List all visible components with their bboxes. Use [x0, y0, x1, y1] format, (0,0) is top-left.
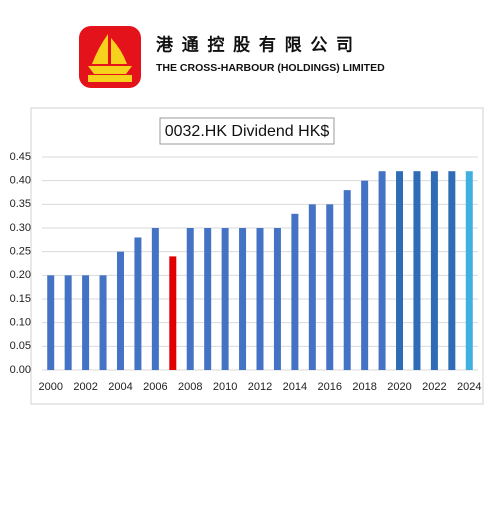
chart-title: 0032.HK Dividend HK$ — [165, 123, 330, 140]
bar — [64, 275, 72, 370]
bar — [326, 204, 334, 370]
y-tick-label: 0.05 — [10, 340, 31, 352]
x-tick-label: 2024 — [457, 381, 481, 393]
y-tick-label: 0.25 — [10, 246, 31, 258]
x-tick-label: 2002 — [73, 381, 97, 393]
bar — [82, 275, 90, 370]
company-name-english: THE CROSS-HARBOUR (HOLDINGS) LIMITED — [156, 62, 385, 74]
bar — [413, 171, 421, 370]
bar — [204, 228, 212, 370]
y-tick-label: 0.20 — [10, 269, 31, 281]
x-tick-label: 2012 — [248, 381, 272, 393]
y-tick-label: 0.10 — [10, 317, 31, 329]
x-tick-label: 2018 — [352, 381, 376, 393]
x-tick-label: 2010 — [213, 381, 237, 393]
y-tick-label: 0.35 — [10, 198, 31, 210]
bar — [186, 228, 194, 370]
title-box — [159, 117, 335, 145]
x-tick-label: 2006 — [143, 381, 167, 393]
plot: 0.00 0.05 0.10 0.15 0.20 0.25 0.30 0.35 0.40 0.45… — [10, 151, 482, 393]
bar — [99, 275, 107, 370]
x-tick-label: 2020 — [387, 381, 411, 393]
bar — [308, 204, 316, 370]
y-tick-label: 0.40 — [10, 175, 31, 187]
x-tick-label: 2016 — [318, 381, 342, 393]
bar — [47, 275, 55, 370]
bar — [116, 251, 124, 370]
x-tick-label: 2014 — [283, 381, 307, 393]
bar — [378, 171, 386, 370]
bar — [151, 228, 159, 370]
bar — [396, 171, 404, 370]
bar — [239, 228, 247, 370]
bar — [134, 237, 142, 370]
bar — [361, 180, 369, 370]
x-tick-label: 2000 — [38, 381, 62, 393]
bar — [169, 256, 177, 370]
y-tick-label: 0.30 — [10, 222, 31, 234]
x-tick-label: 2008 — [178, 381, 202, 393]
bar — [465, 171, 473, 370]
bar — [448, 171, 456, 370]
bar — [343, 190, 351, 370]
bar — [430, 171, 438, 370]
x-tick-label: 2004 — [108, 381, 132, 393]
y-tick-label: 0.00 — [10, 364, 31, 376]
bar — [291, 213, 299, 370]
bar — [256, 228, 264, 370]
x-tick-label: 2022 — [422, 381, 446, 393]
y-tick-label: 0.15 — [10, 293, 31, 305]
y-tick-label: 0.45 — [10, 151, 31, 163]
logo — [79, 26, 141, 88]
company-name-chinese: 港 通 控 股 有 限 公 司 — [156, 34, 355, 54]
bar — [221, 228, 229, 370]
bar — [273, 228, 281, 370]
